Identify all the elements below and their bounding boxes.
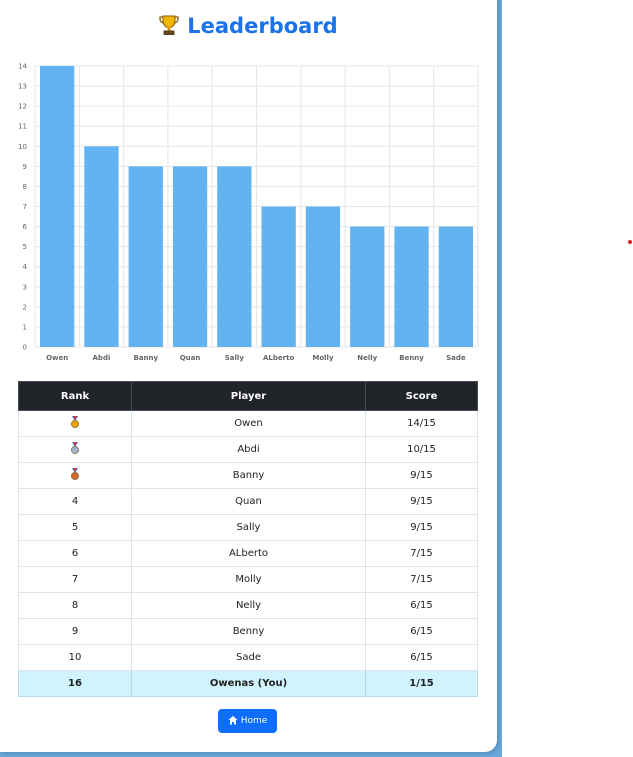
table-row: Owen 14/15 bbox=[18, 410, 478, 437]
y-tick-label: 3 bbox=[23, 283, 27, 291]
y-tick-label: 12 bbox=[18, 103, 27, 111]
bar-nelly bbox=[350, 226, 385, 347]
cursor-dot bbox=[628, 240, 632, 244]
player-header: Player bbox=[131, 381, 366, 411]
bar-benny bbox=[394, 226, 429, 347]
gold-medal-icon bbox=[70, 416, 80, 431]
rank-cell: 6 bbox=[18, 540, 132, 567]
player-cell: Abdi bbox=[131, 436, 366, 463]
table-row: Abdi 10/15 bbox=[18, 436, 478, 463]
score-cell: 9/15 bbox=[365, 488, 478, 515]
x-tick-label: Sade bbox=[446, 354, 466, 362]
score-cell: 9/15 bbox=[365, 462, 478, 489]
current-user-row: 16 Owenas (You) 1/15 bbox=[18, 670, 478, 697]
rank-cell: 16 bbox=[18, 670, 132, 697]
score-header: Score bbox=[365, 381, 478, 411]
x-tick-label: Molly bbox=[312, 354, 334, 362]
x-tick-label: Nelly bbox=[357, 354, 377, 362]
player-cell: Benny bbox=[131, 618, 366, 645]
table-row: 7 Molly 7/15 bbox=[18, 566, 478, 593]
y-tick-label: 2 bbox=[23, 303, 27, 311]
rank-cell bbox=[18, 410, 132, 437]
home-button[interactable]: Home bbox=[218, 709, 277, 733]
trophy-icon bbox=[159, 14, 179, 41]
player-cell: Sally bbox=[131, 514, 366, 541]
rank-cell: 7 bbox=[18, 566, 132, 593]
rank-cell bbox=[18, 436, 132, 463]
x-tick-label: Owen bbox=[46, 354, 68, 362]
player-cell: Owen bbox=[131, 410, 366, 437]
score-cell: 14/15 bbox=[365, 410, 478, 437]
player-cell: Nelly bbox=[131, 592, 366, 619]
table-row: 6 ALberto 7/15 bbox=[18, 540, 478, 567]
y-tick-label: 8 bbox=[23, 183, 27, 191]
table-row: 4 Quan 9/15 bbox=[18, 488, 478, 515]
y-tick-label: 4 bbox=[23, 263, 28, 271]
rank-header: Rank bbox=[18, 381, 132, 411]
home-button-label: Home bbox=[240, 716, 268, 726]
leaderboard-table: Rank Player Score Owen 14/15 Abdi 10/15 Bann… bbox=[18, 381, 478, 697]
bar-banny bbox=[128, 166, 163, 347]
y-tick-label: 1 bbox=[23, 323, 27, 331]
home-icon bbox=[228, 715, 238, 728]
score-cell: 6/15 bbox=[365, 592, 478, 619]
bar-alberto bbox=[261, 206, 296, 347]
bar-owen bbox=[40, 66, 75, 347]
table-row: 9 Benny 6/15 bbox=[18, 618, 478, 645]
table-row: Banny 9/15 bbox=[18, 462, 478, 489]
bar-abdi bbox=[84, 146, 119, 347]
rank-cell: 9 bbox=[18, 618, 132, 645]
bronze-medal-icon bbox=[70, 468, 80, 483]
title-text: Leaderboard bbox=[187, 14, 338, 38]
player-cell: Molly bbox=[131, 566, 366, 593]
score-cell: 7/15 bbox=[365, 566, 478, 593]
player-cell: Banny bbox=[131, 462, 366, 489]
rank-cell bbox=[18, 462, 132, 489]
y-tick-label: 7 bbox=[23, 203, 27, 211]
score-cell: 6/15 bbox=[365, 618, 478, 645]
player-cell: Quan bbox=[131, 488, 366, 515]
player-cell: ALberto bbox=[131, 540, 366, 567]
score-cell: 10/15 bbox=[365, 436, 478, 463]
rank-cell: 4 bbox=[18, 488, 132, 515]
silver-medal-icon bbox=[70, 442, 80, 457]
bar-molly bbox=[305, 206, 341, 347]
y-tick-label: 9 bbox=[23, 163, 27, 171]
y-tick-label: 6 bbox=[23, 223, 28, 231]
page-title: Leaderboard bbox=[0, 14, 497, 41]
score-cell: 1/15 bbox=[365, 670, 478, 697]
x-tick-label: ALberto bbox=[263, 354, 294, 362]
x-tick-label: Quan bbox=[180, 354, 201, 362]
x-tick-label: Abdi bbox=[93, 354, 111, 362]
table-row: 10 Sade 6/15 bbox=[18, 644, 478, 671]
y-tick-label: 14 bbox=[18, 63, 27, 71]
table-header-row: Rank Player Score bbox=[18, 381, 478, 411]
player-cell: Sade bbox=[131, 644, 366, 671]
x-tick-label: Benny bbox=[399, 354, 424, 362]
bar-sade bbox=[438, 226, 473, 347]
table-row: 5 Sally 9/15 bbox=[18, 514, 478, 541]
player-cell: Owenas (You) bbox=[131, 670, 366, 697]
x-tick-label: Sally bbox=[225, 354, 245, 362]
rank-cell: 5 bbox=[18, 514, 132, 541]
y-tick-label: 13 bbox=[18, 83, 27, 91]
rank-cell: 8 bbox=[18, 592, 132, 619]
y-tick-label: 11 bbox=[18, 123, 27, 131]
bar-sally bbox=[217, 166, 252, 347]
x-tick-label: Banny bbox=[133, 354, 158, 362]
score-cell: 9/15 bbox=[365, 514, 478, 541]
y-tick-label: 10 bbox=[18, 143, 27, 151]
y-tick-label: 0 bbox=[23, 344, 27, 352]
rank-cell: 10 bbox=[18, 644, 132, 671]
bar-quan bbox=[172, 166, 208, 347]
y-tick-label: 5 bbox=[23, 243, 27, 251]
table-row: 8 Nelly 6/15 bbox=[18, 592, 478, 619]
score-cell: 7/15 bbox=[365, 540, 478, 567]
score-cell: 6/15 bbox=[365, 644, 478, 671]
